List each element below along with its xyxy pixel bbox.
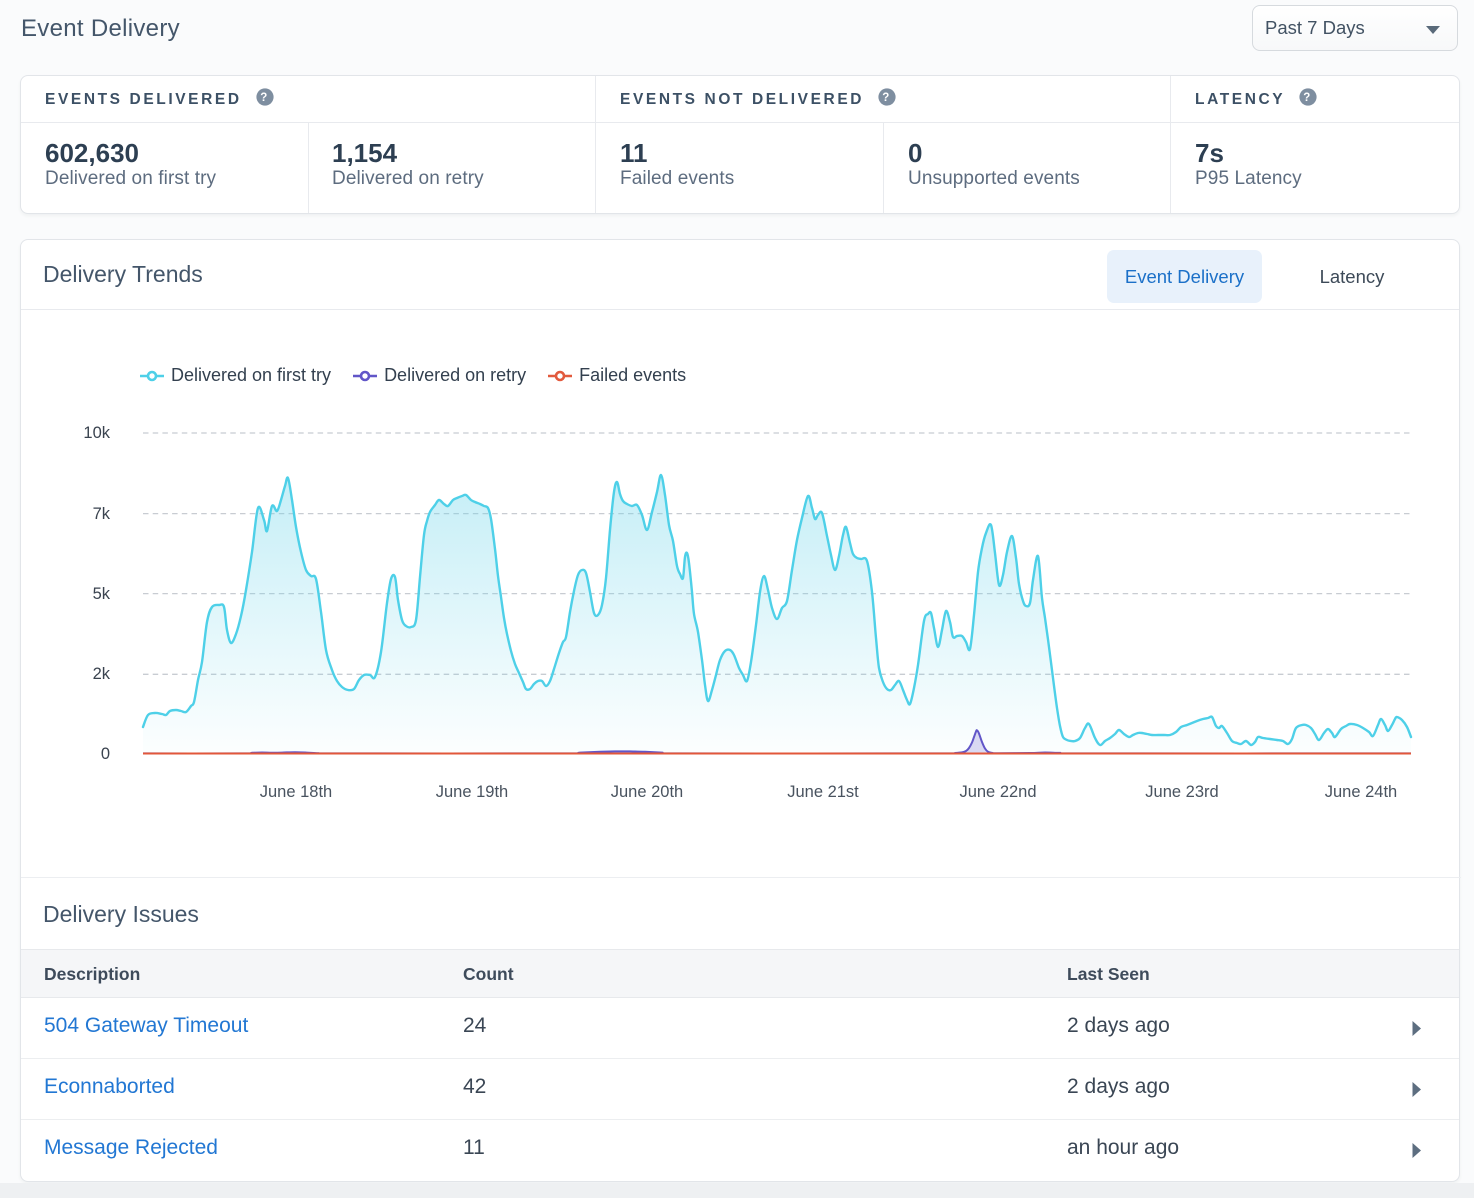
svg-text:?: ?	[260, 92, 270, 104]
svg-text:?: ?	[1303, 92, 1313, 104]
svg-text:?: ?	[882, 92, 892, 104]
